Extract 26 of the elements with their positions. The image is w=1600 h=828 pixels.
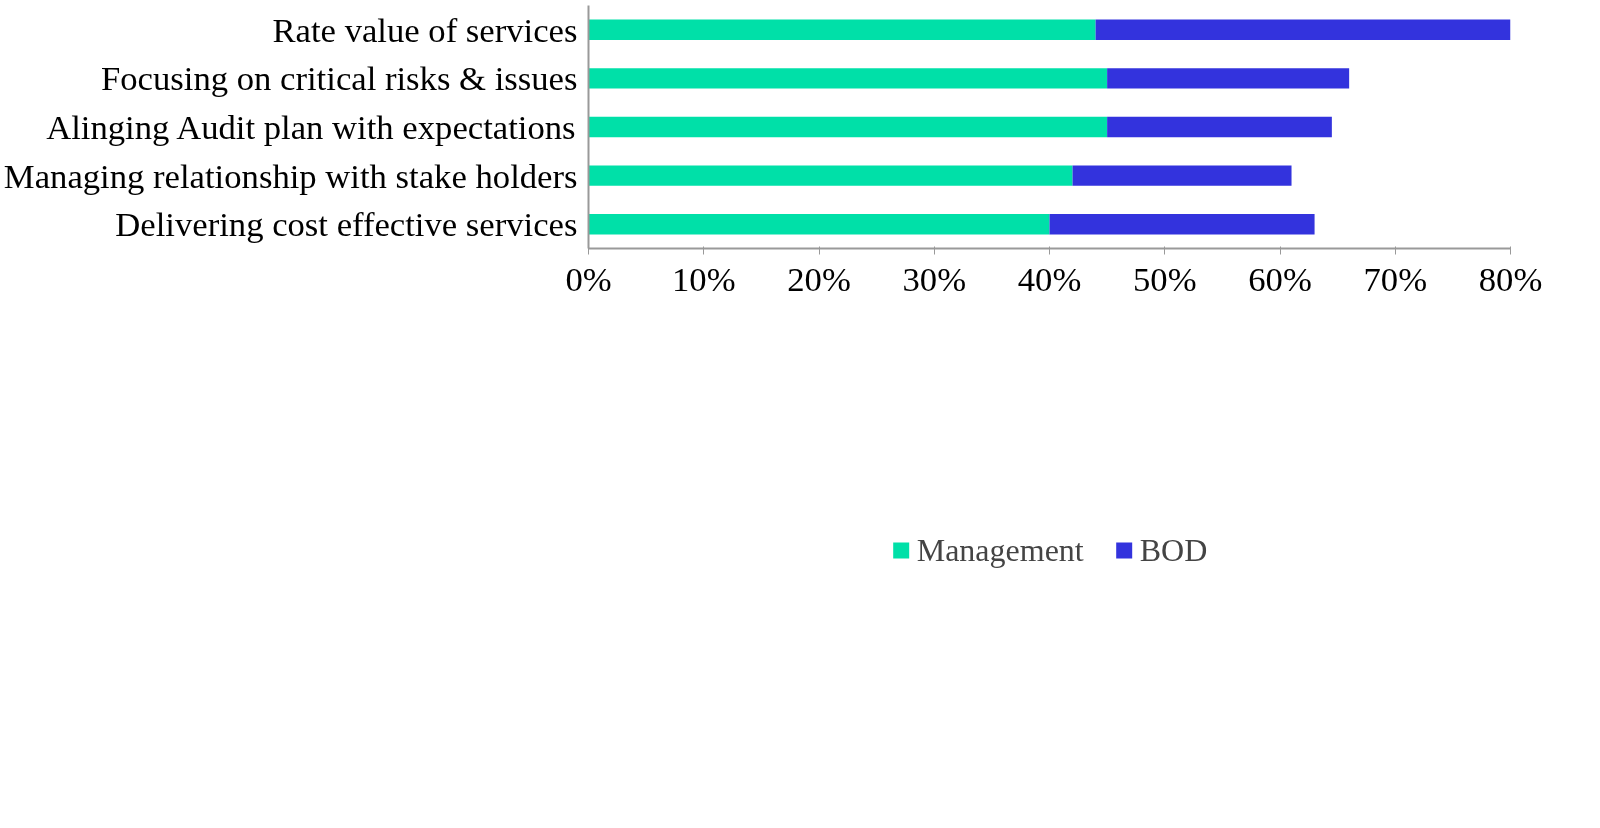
x-tick-label: 20% [787,259,851,298]
legend-label: BOD [1139,531,1208,569]
bar [1095,19,1511,41]
x-tick-label: 30% [902,259,967,298]
bar [588,68,1108,89]
x-tick-label: 40% [1017,259,1082,298]
x-tick-label: 0% [565,259,612,298]
x-tick-label: 80% [1478,259,1543,298]
y-tick-label: Rate value of services [272,10,578,49]
bar [1049,213,1315,235]
x-tick-label: 70% [1363,259,1428,298]
legend-label: Management [916,531,1084,569]
y-tick-label: Focusing on critical risks & issues [101,59,578,98]
bar [588,116,1108,138]
bar [1107,116,1332,138]
bar [1072,165,1292,186]
y-tick-label: Alinging Audit plan with expectations [46,108,576,146]
bar [1107,68,1350,89]
y-tick-label: Managing relationship with stake holders [3,156,578,195]
x-tick-label: 10% [671,259,736,298]
y-tick-label: Delivering cost effective services [115,205,578,244]
bar [588,165,1073,186]
x-tick-label: 60% [1248,259,1312,298]
bar [588,19,1096,41]
bar [588,213,1050,235]
x-tick-label: 50% [1132,259,1197,298]
